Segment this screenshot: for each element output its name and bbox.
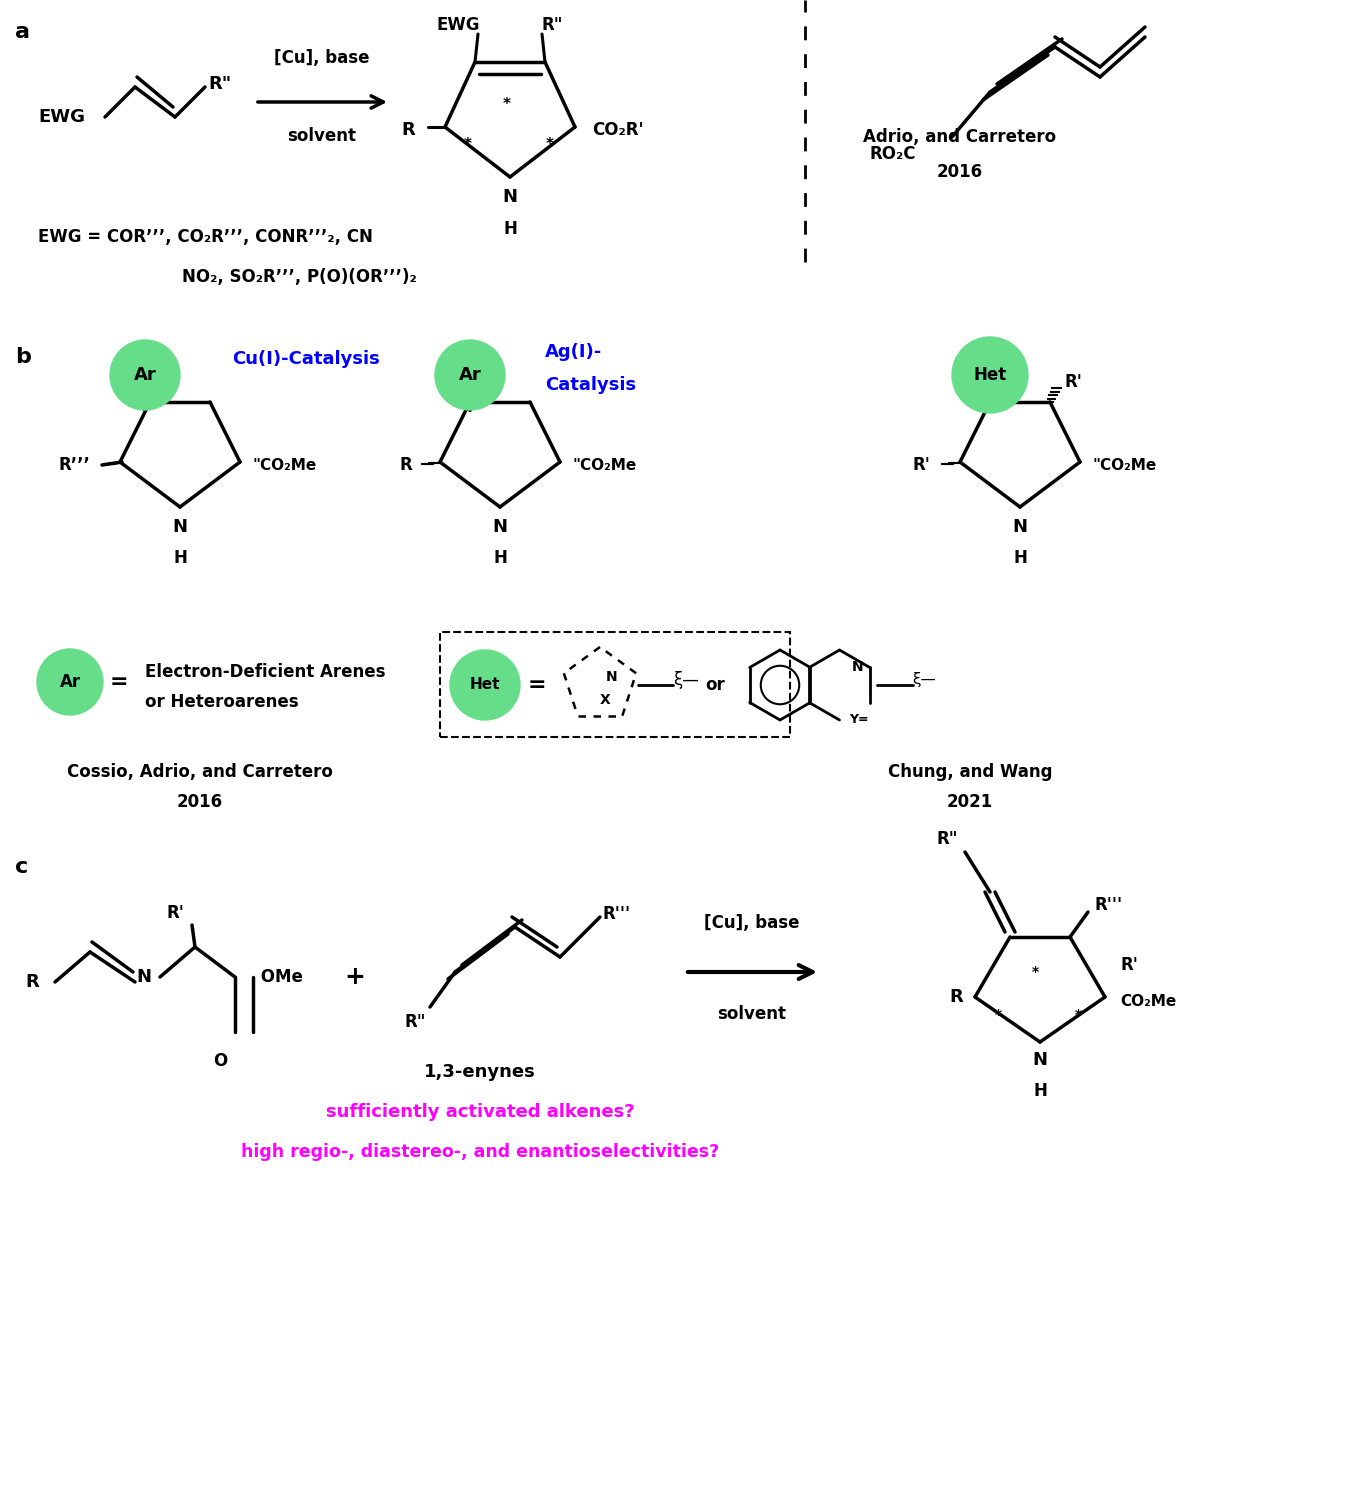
Text: a: a: [15, 23, 30, 42]
Text: =: =: [109, 672, 128, 692]
Text: RO₂C: RO₂C: [869, 145, 917, 163]
Text: R: R: [400, 457, 412, 475]
Text: "CO₂Me: "CO₂Me: [1092, 458, 1156, 473]
Text: CO₂Me: CO₂Me: [1120, 995, 1176, 1010]
Text: R: R: [26, 974, 39, 992]
Text: R': R': [166, 904, 184, 922]
Text: H: H: [493, 549, 508, 567]
Text: NO₂, SO₂R’’’, P(O)(OR’’’)₂: NO₂, SO₂R’’’, P(O)(OR’’’)₂: [182, 268, 417, 286]
Text: EWG: EWG: [436, 17, 479, 35]
Text: N: N: [173, 518, 188, 536]
Text: solvent: solvent: [717, 1005, 787, 1023]
Text: R': R': [1120, 955, 1138, 974]
Text: "CO₂Me: "CO₂Me: [572, 458, 636, 473]
Text: N: N: [852, 660, 863, 674]
Text: Ar: Ar: [59, 674, 81, 692]
Circle shape: [435, 341, 505, 410]
Text: ξ—: ξ—: [913, 672, 937, 687]
Text: Adrio, and Carretero: Adrio, and Carretero: [864, 128, 1057, 146]
Text: Het: Het: [470, 678, 501, 693]
Text: R: R: [949, 989, 963, 1007]
Text: "CO₂Me: "CO₂Me: [252, 458, 316, 473]
Text: R": R": [208, 75, 231, 93]
Text: or Heteroarenes: or Heteroarenes: [144, 693, 298, 711]
Text: or: or: [705, 677, 725, 695]
Text: N: N: [502, 188, 517, 206]
Text: Ag(I)-: Ag(I)-: [545, 344, 602, 362]
Circle shape: [109, 341, 180, 410]
Text: Electron-Deficient Arenes: Electron-Deficient Arenes: [144, 663, 386, 681]
Text: R''': R''': [602, 906, 630, 922]
Text: ξ—: ξ—: [674, 671, 699, 689]
Text: *: *: [995, 1008, 1002, 1022]
Text: solvent: solvent: [288, 127, 356, 145]
Text: *: *: [464, 137, 472, 152]
Text: Chung, and Wang: Chung, and Wang: [888, 763, 1052, 781]
Circle shape: [952, 338, 1027, 413]
Text: Ar: Ar: [134, 366, 157, 384]
Text: 2016: 2016: [937, 163, 983, 181]
Text: H: H: [173, 549, 186, 567]
Circle shape: [450, 650, 520, 720]
Text: R''': R''': [1095, 897, 1123, 915]
Text: R: R: [401, 121, 414, 139]
Text: *: *: [1031, 964, 1038, 980]
Text: [Cu], base: [Cu], base: [274, 50, 370, 66]
Text: [Cu], base: [Cu], base: [705, 915, 799, 931]
Text: *: *: [504, 96, 512, 112]
Text: *: *: [545, 137, 554, 152]
Text: O: O: [213, 1052, 227, 1070]
Text: R’’’: R’’’: [58, 457, 90, 475]
Text: Cossio, Adrio, and Carretero: Cossio, Adrio, and Carretero: [68, 763, 333, 781]
Text: 2016: 2016: [177, 793, 223, 811]
Text: Het: Het: [973, 366, 1007, 384]
Text: Ar: Ar: [459, 366, 482, 384]
Text: *: *: [1075, 1008, 1081, 1022]
Text: 1,3-enynes: 1,3-enynes: [424, 1062, 536, 1081]
Text: high regio-, diastereo-, and enantioselectivities?: high regio-, diastereo-, and enantiosele…: [240, 1142, 720, 1160]
Text: R': R': [913, 457, 930, 475]
Text: H: H: [1033, 1082, 1048, 1100]
Text: R": R": [404, 1013, 425, 1031]
Text: R": R": [937, 830, 958, 848]
Text: X: X: [599, 693, 610, 707]
Text: Cu(I)-Catalysis: Cu(I)-Catalysis: [232, 350, 379, 368]
Text: c: c: [15, 857, 28, 877]
Text: OMe: OMe: [255, 967, 302, 986]
Text: H: H: [1012, 549, 1027, 567]
Text: N: N: [606, 671, 618, 684]
Text: N: N: [493, 518, 508, 536]
Text: Catalysis: Catalysis: [545, 377, 636, 393]
Text: EWG = COR’’’, CO₂R’’’, CONR’’’₂, CN: EWG = COR’’’, CO₂R’’’, CONR’’’₂, CN: [38, 228, 373, 246]
Text: N: N: [136, 967, 151, 986]
Text: CO₂R': CO₂R': [593, 121, 644, 139]
Text: +: +: [344, 964, 366, 989]
Text: EWG: EWG: [38, 109, 85, 127]
Text: =: =: [528, 675, 547, 695]
Text: N: N: [1012, 518, 1027, 536]
Text: sufficiently activated alkenes?: sufficiently activated alkenes?: [325, 1103, 634, 1121]
Text: 2021: 2021: [946, 793, 994, 811]
Text: Y=: Y=: [849, 713, 869, 726]
Text: N: N: [1033, 1050, 1048, 1068]
Text: b: b: [15, 347, 31, 368]
Text: R': R': [1065, 374, 1083, 390]
Text: H: H: [504, 220, 517, 238]
Text: R": R": [541, 17, 563, 35]
Circle shape: [36, 650, 103, 714]
